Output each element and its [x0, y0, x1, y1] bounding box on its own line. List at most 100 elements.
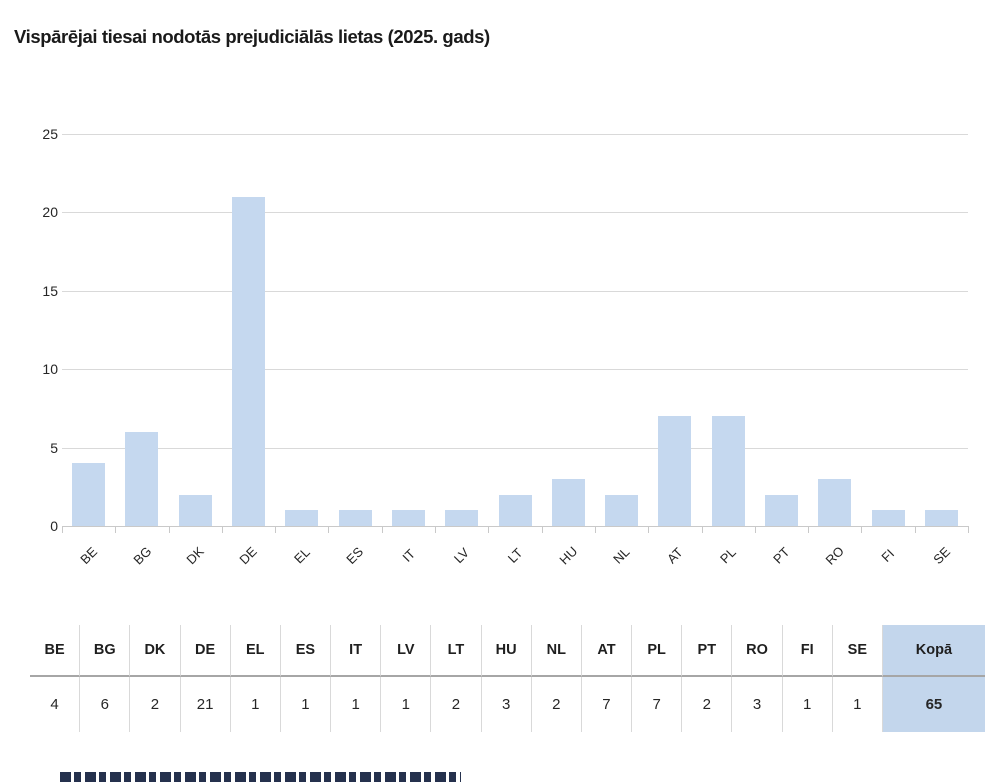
- x-axis-label-text: NL: [610, 543, 633, 567]
- table-value-PL: 7: [631, 677, 681, 732]
- x-axis-label-LV: LV: [435, 538, 488, 572]
- x-axis-tick: [808, 526, 810, 533]
- table-header-RO: RO: [731, 625, 782, 677]
- table-value-FI: 1: [781, 677, 832, 732]
- x-axis-tick: [328, 526, 330, 533]
- gridline: [62, 212, 968, 214]
- x-axis-label-text: LV: [451, 544, 473, 566]
- table-header-EL: EL: [229, 625, 280, 677]
- x-axis-tick: [541, 526, 543, 533]
- y-axis-tick-label: 0: [50, 518, 58, 534]
- y-axis-tick-label: 15: [42, 282, 58, 299]
- x-axis-tick: [861, 526, 863, 533]
- x-axis-tick: [648, 526, 650, 533]
- table-value-PT: 2: [681, 677, 731, 732]
- x-axis-label-ES: ES: [328, 538, 381, 572]
- y-axis-tick-label: 25: [42, 126, 58, 142]
- x-axis-label-SE: SE: [915, 538, 968, 572]
- x-axis-tick: [488, 526, 490, 533]
- table-value-LT: 2: [430, 677, 480, 732]
- table-value-HU: 3: [480, 677, 531, 732]
- x-axis-label-text: HU: [556, 543, 581, 567]
- x-axis-label-text: IT: [398, 545, 418, 565]
- bar-chart-plot-area: 0 5 10 15 20 25 BE BG DK DE EL ES IT LV LT HU NL AT PL PT RO…: [42, 126, 969, 567]
- gridline: [62, 134, 968, 135]
- table-value-EL: 1: [229, 677, 280, 732]
- table-value-BG: 6: [79, 677, 129, 732]
- table-value-row: 4 6 2 21 1 1 1 1 2 3 2 7 7 2 3 1 1 65: [30, 677, 985, 732]
- table-header-LV: LV: [380, 625, 431, 677]
- table-header-IT: IT: [330, 625, 381, 677]
- x-axis-label-text: DK: [183, 543, 207, 567]
- x-axis-tick: [701, 526, 703, 533]
- bar-HU: [551, 478, 585, 526]
- table-header-AT: AT: [580, 625, 632, 677]
- gridline: [62, 290, 968, 292]
- table-value-LV: 1: [380, 677, 430, 732]
- x-axis-label-NL: NL: [595, 538, 648, 572]
- x-axis-label-text: PT: [770, 543, 793, 567]
- bar-SE: [924, 510, 958, 526]
- x-axis-tick: [168, 526, 170, 533]
- x-axis-label-text: LT: [504, 544, 526, 566]
- x-axis-label-BG: BG: [115, 538, 168, 572]
- bar-IT: [391, 510, 425, 526]
- table-header-PT: PT: [681, 625, 732, 677]
- table-value-AT: 7: [580, 677, 631, 732]
- chart-title: Vispārējai tiesai nodotās prejudiciālās …: [14, 26, 490, 47]
- x-axis-label-text: FI: [878, 545, 898, 565]
- bar-NL: [605, 494, 639, 526]
- y-axis-tick-label: 10: [42, 361, 58, 378]
- table-value-DK: 2: [129, 677, 179, 732]
- table-value-SE: 1: [831, 677, 882, 732]
- x-axis-label-text: SE: [929, 543, 953, 567]
- x-axis-label-IT: IT: [382, 538, 435, 572]
- x-axis-label-BE: BE: [62, 538, 115, 572]
- x-axis-tick: [62, 526, 63, 533]
- bar-AT: [658, 416, 692, 526]
- x-axis-label-HU: HU: [542, 538, 595, 572]
- x-axis-label-FI: FI: [861, 538, 914, 572]
- x-axis-label-AT: AT: [648, 538, 701, 572]
- x-axis-label-text: EL: [290, 544, 313, 566]
- table-value-total: 65: [881, 677, 985, 732]
- table-header-row: BE BG DK DE EL ES IT LV LT HU NL AT PL PT RO FI SE Kopā: [30, 625, 985, 677]
- table-header-ES: ES: [279, 625, 331, 677]
- x-axis-label-PT: PT: [755, 538, 808, 572]
- x-axis-label-RO: RO: [808, 538, 861, 572]
- x-axis-label-text: AT: [664, 544, 686, 566]
- x-axis-tick: [435, 526, 437, 533]
- table-header-PL: PL: [631, 625, 682, 677]
- x-axis-label-text: RO: [822, 542, 847, 568]
- x-axis-line: [62, 526, 968, 527]
- bar-LT: [498, 494, 532, 526]
- bar-EL: [285, 510, 319, 526]
- x-axis-tick: [594, 526, 596, 533]
- gridline: [62, 447, 968, 449]
- bar-RO: [818, 478, 852, 526]
- table-header-BG: BG: [79, 625, 130, 677]
- bar-PT: [764, 494, 798, 526]
- x-axis-tick: [115, 526, 117, 533]
- summary-table: BE BG DK DE EL ES IT LV LT HU NL AT PL PT RO FI SE Kopā 4…: [30, 625, 985, 732]
- x-axis-tick: [914, 526, 916, 533]
- x-axis-label-text: DE: [236, 543, 261, 567]
- x-axis-tick: [754, 526, 756, 533]
- bar-PL: [711, 416, 745, 526]
- x-axis-label-PL: PL: [702, 538, 755, 572]
- x-axis-label-EL: EL: [275, 538, 328, 572]
- x-axis-tick: [381, 526, 383, 533]
- table-header-DE: DE: [179, 625, 230, 677]
- bar-FI: [871, 510, 905, 526]
- table-value-NL: 2: [530, 677, 581, 732]
- y-axis-tick-label: 20: [42, 204, 58, 221]
- gridline: [62, 369, 968, 371]
- x-axis-label-LT: LT: [488, 538, 541, 572]
- x-axis-label-text: ES: [343, 543, 367, 567]
- table-value-IT: 1: [330, 677, 380, 732]
- bar-BG: [125, 431, 159, 526]
- bar-ES: [338, 510, 372, 526]
- x-axis-label-text: PL: [717, 544, 740, 566]
- x-axis-tick: [275, 526, 277, 533]
